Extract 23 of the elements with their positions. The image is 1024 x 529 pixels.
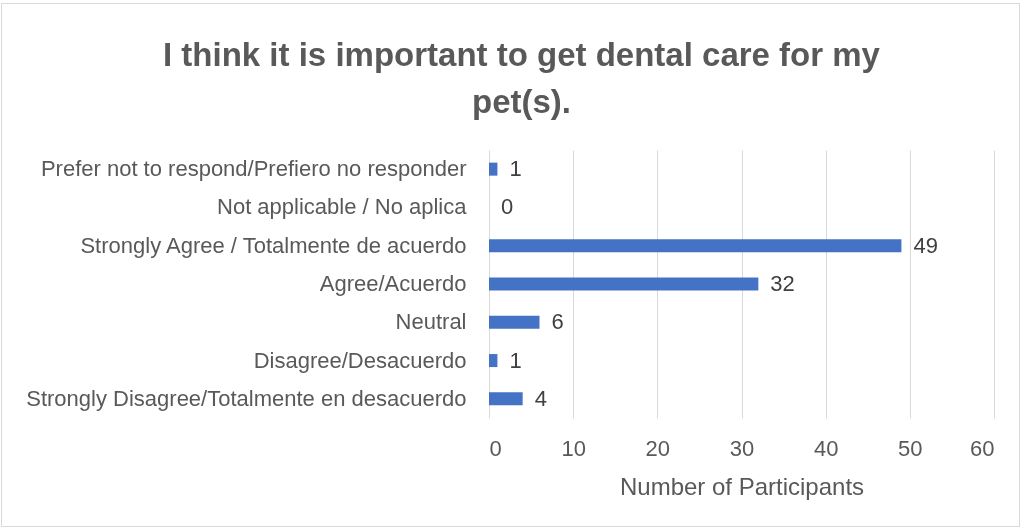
data-label: 0 [501, 194, 514, 220]
data-label: 6 [551, 309, 564, 335]
x-axis-title: Number of Participants [619, 472, 865, 500]
x-tick-label: 30 [729, 435, 755, 461]
data-label: 1 [509, 156, 522, 182]
x-tick-label: 0 [489, 435, 502, 461]
x-tick-label: 10 [561, 435, 586, 461]
y-tick-label: Strongly Disagree/Totalmente en desacuerdo [26, 385, 467, 411]
y-tick-label: Agree/Acuerdo [319, 271, 467, 296]
data-label: 1 [509, 347, 522, 373]
data-label: 32 [770, 271, 795, 296]
chart-title: I think it is important to get dental care for my pet(s). [163, 36, 881, 120]
x-tick-label: 40 [813, 435, 839, 461]
x-tick-label: 50 [898, 435, 923, 461]
data-label: 49 [913, 232, 938, 258]
data-label: 4 [534, 385, 547, 411]
y-tick-label: Strongly Agree / Totalmente de acuerdo [80, 232, 467, 258]
x-tick-label: 60 [970, 435, 995, 461]
y-tick-label: Not applicable / No aplica [217, 194, 468, 220]
y-tick-label: Prefer not to respond/Prefiero no responder [40, 156, 467, 182]
y-tick-label: Neutral [395, 309, 467, 335]
x-tick-label: 20 [645, 435, 671, 461]
y-tick-label: Disagree/Desacuerdo [253, 347, 467, 373]
